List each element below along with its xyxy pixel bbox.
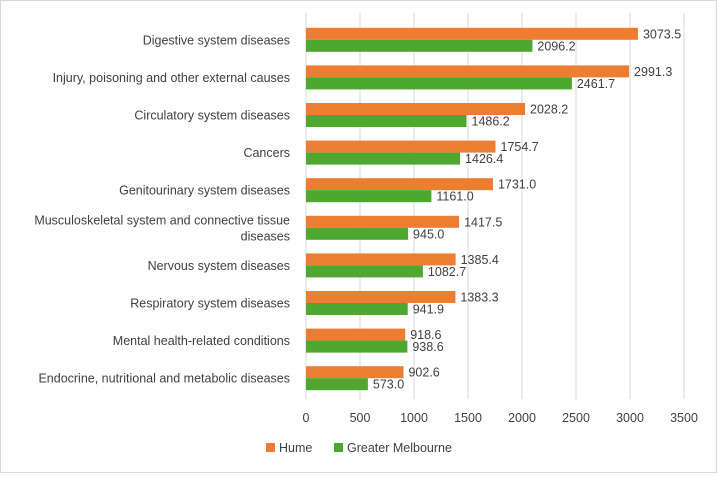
legend: Hume Greater Melbourne xyxy=(266,441,452,455)
data-label: 945.0 xyxy=(413,227,444,241)
bar-hume xyxy=(306,253,456,266)
legend-label-hume: Hume xyxy=(279,441,312,455)
bar-greater-melbourne xyxy=(306,77,572,90)
category-label: Circulatory system diseases xyxy=(134,109,290,123)
bar-hume xyxy=(306,291,456,303)
x-tick-label: 0 xyxy=(303,411,310,425)
bar-hume xyxy=(306,178,493,191)
data-label: 573.0 xyxy=(373,378,404,392)
data-label: 1731.0 xyxy=(498,178,536,192)
bar-greater-melbourne xyxy=(306,265,423,278)
x-tick-label: 500 xyxy=(350,411,371,425)
legend-swatch-hume xyxy=(266,443,275,452)
bar-greater-melbourne xyxy=(306,227,409,240)
category-label: Injury, poisoning and other external cau… xyxy=(53,71,290,85)
legend-label-greater-melbourne: Greater Melbourne xyxy=(347,441,452,455)
data-label: 1082.7 xyxy=(428,265,466,279)
x-tick-label: 1500 xyxy=(454,411,482,425)
bar-hume xyxy=(306,328,406,341)
data-label: 1754.7 xyxy=(501,140,539,154)
data-label: 938.6 xyxy=(412,340,443,354)
bar-greater-melbourne xyxy=(306,39,533,52)
bar-hume xyxy=(306,366,404,379)
data-label: 3073.5 xyxy=(643,27,681,41)
bar-hume xyxy=(306,103,526,115)
data-label: 902.6 xyxy=(408,366,439,380)
data-label: 2028.2 xyxy=(530,103,568,117)
data-label: 2991.3 xyxy=(634,65,672,79)
bar-greater-melbourne xyxy=(306,152,461,165)
data-label: 1426.4 xyxy=(465,152,503,166)
category-label: Nervous system diseases xyxy=(148,259,290,273)
category-label: Cancers xyxy=(243,146,290,160)
bar-greater-melbourne xyxy=(306,115,467,127)
category-label: Genitourinary system diseases xyxy=(119,184,290,198)
bars xyxy=(306,27,638,391)
data-label: 1486.2 xyxy=(472,115,510,129)
bar-greater-melbourne xyxy=(306,378,368,391)
data-labels: 3073.5 2096.2 2991.3 2461.7 2028.2 1486.2 1754… xyxy=(373,27,681,391)
bar-hume xyxy=(306,27,638,40)
category-label: Musculoskeletal system and connective ti… xyxy=(34,213,290,227)
x-tick-label: 3500 xyxy=(670,411,698,425)
data-label: 1161.0 xyxy=(436,190,473,204)
data-label: 1417.5 xyxy=(464,215,502,229)
data-label: 941.9 xyxy=(413,303,444,317)
data-label: 2096.2 xyxy=(537,39,575,53)
data-label: 2461.7 xyxy=(577,77,615,91)
data-label: 1383.3 xyxy=(460,291,498,305)
legend-swatch-greater-melbourne xyxy=(334,443,343,452)
x-axis-ticks: 0 500 1000 1500 2000 2500 3000 3500 xyxy=(303,411,698,425)
category-label: Endocrine, nutritional and metabolic dis… xyxy=(38,372,290,386)
category-label: Digestive system diseases xyxy=(143,33,290,47)
data-label: 918.6 xyxy=(410,328,441,342)
x-tick-label: 3000 xyxy=(616,411,644,425)
category-label: Respiratory system diseases xyxy=(130,297,290,311)
bar-greater-melbourne xyxy=(306,303,408,315)
x-tick-label: 1000 xyxy=(400,411,428,425)
category-labels: Digestive system diseases Injury, poisoni… xyxy=(34,33,290,385)
category-label: diseases xyxy=(241,229,290,243)
category-label: Mental health-related conditions xyxy=(113,334,290,348)
x-tick-label: 2500 xyxy=(562,411,590,425)
bar-greater-melbourne xyxy=(306,340,408,353)
bar-hume xyxy=(306,140,496,153)
bar-hume xyxy=(306,215,460,228)
bar-hume xyxy=(306,65,630,78)
bar-greater-melbourne xyxy=(306,190,432,203)
x-tick-label: 2000 xyxy=(508,411,536,425)
data-label: 1385.4 xyxy=(461,253,499,267)
